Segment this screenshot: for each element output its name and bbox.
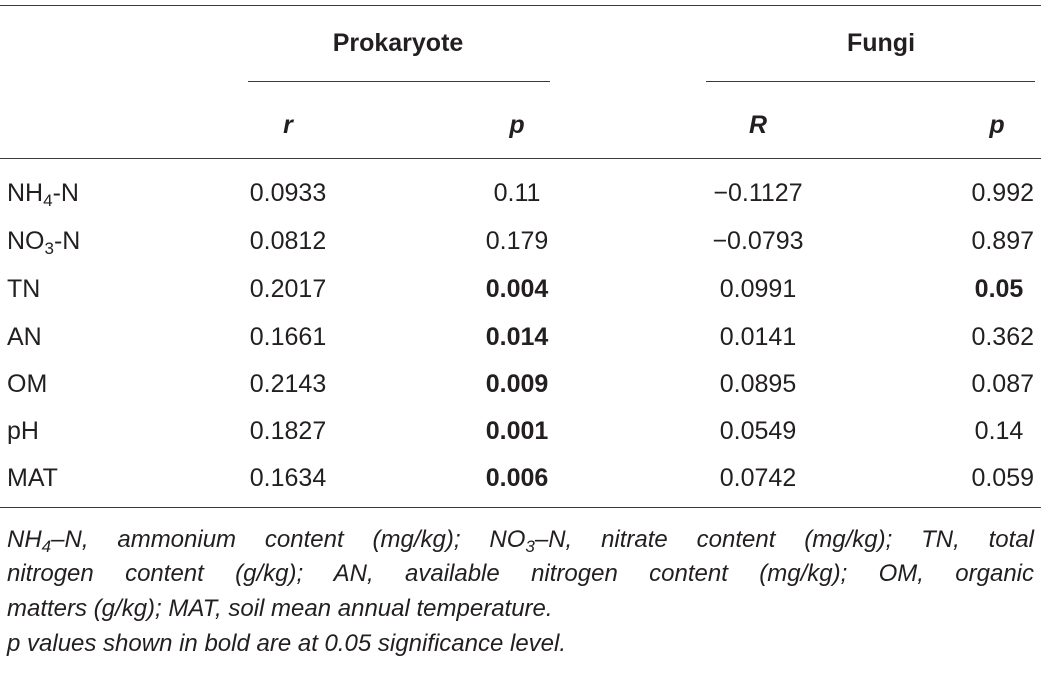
cell-fungi-r: 0.0549 (719, 417, 797, 445)
cell-fungi-p: 0.05 (974, 275, 1024, 303)
row-label: pH (7, 417, 39, 445)
row-label: AN (7, 323, 42, 351)
header-prokaryote: Prokaryote (332, 29, 464, 57)
cell-prok-r: 0.0812 (249, 227, 327, 255)
cell-fungi-p: 0.059 (971, 464, 1034, 492)
row-label: OM (7, 370, 48, 398)
cell-fungi-p: 0.087 (971, 370, 1034, 398)
header-prokaryote-p: p (509, 111, 525, 139)
cell-fungi-p: 0.362 (971, 323, 1034, 351)
header-prokaryote-r: r (283, 111, 293, 139)
cell-prok-p: 0.11 (493, 179, 541, 207)
cell-prok-p: 0.004 (485, 275, 549, 303)
cell-prok-p: 0.001 (485, 417, 549, 445)
row-label: NH4-N (7, 179, 79, 210)
cell-prok-r: 0.1661 (249, 323, 327, 351)
header-fungi-p: p (989, 111, 1005, 139)
fungi-group-rule (706, 81, 1035, 82)
cell-fungi-r: −0.1127 (713, 179, 803, 207)
cell-prok-p: 0.179 (485, 227, 549, 255)
cell-prok-p: 0.009 (485, 370, 549, 398)
cell-prok-r: 0.2143 (249, 370, 327, 398)
cell-fungi-r: −0.0793 (712, 227, 804, 255)
cell-fungi-r: 0.0991 (719, 275, 797, 303)
header-fungi-r: R (748, 111, 768, 139)
header-bottom-rule (0, 158, 1041, 159)
table-top-rule (0, 5, 1041, 6)
table-bottom-rule (0, 507, 1041, 508)
cell-fungi-p: 0.14 (974, 417, 1024, 445)
cell-fungi-r: 0.0895 (719, 370, 797, 398)
cell-prok-p: 0.014 (485, 323, 549, 351)
footnote-line-3: matters (g/kg); MAT, soil mean annual te… (7, 595, 553, 622)
footnote-line-4: p values shown in bold are at 0.05 signi… (7, 630, 567, 657)
cell-prok-r: 0.2017 (249, 275, 327, 303)
cell-prok-r: 0.1634 (249, 464, 327, 492)
cell-fungi-p: 0.897 (971, 227, 1034, 255)
cell-fungi-p: 0.992 (971, 179, 1034, 207)
cell-fungi-r: 0.0141 (719, 323, 797, 351)
footnote-line-1: NH4–N, ammonium content (mg/kg); NO3–N, … (7, 526, 1034, 556)
cell-fungi-r: 0.0742 (719, 464, 797, 492)
cell-prok-r: 0.0933 (249, 179, 327, 207)
header-fungi: Fungi (846, 29, 916, 57)
row-label: NO3-N (7, 227, 81, 258)
row-label: TN (7, 275, 41, 303)
cell-prok-r: 0.1827 (249, 417, 327, 445)
footnote-line-2: nitrogen content (g/kg); AN, available n… (7, 560, 1034, 587)
prokaryote-group-rule (248, 81, 550, 82)
row-label: MAT (7, 464, 58, 492)
cell-prok-p: 0.006 (485, 464, 549, 492)
